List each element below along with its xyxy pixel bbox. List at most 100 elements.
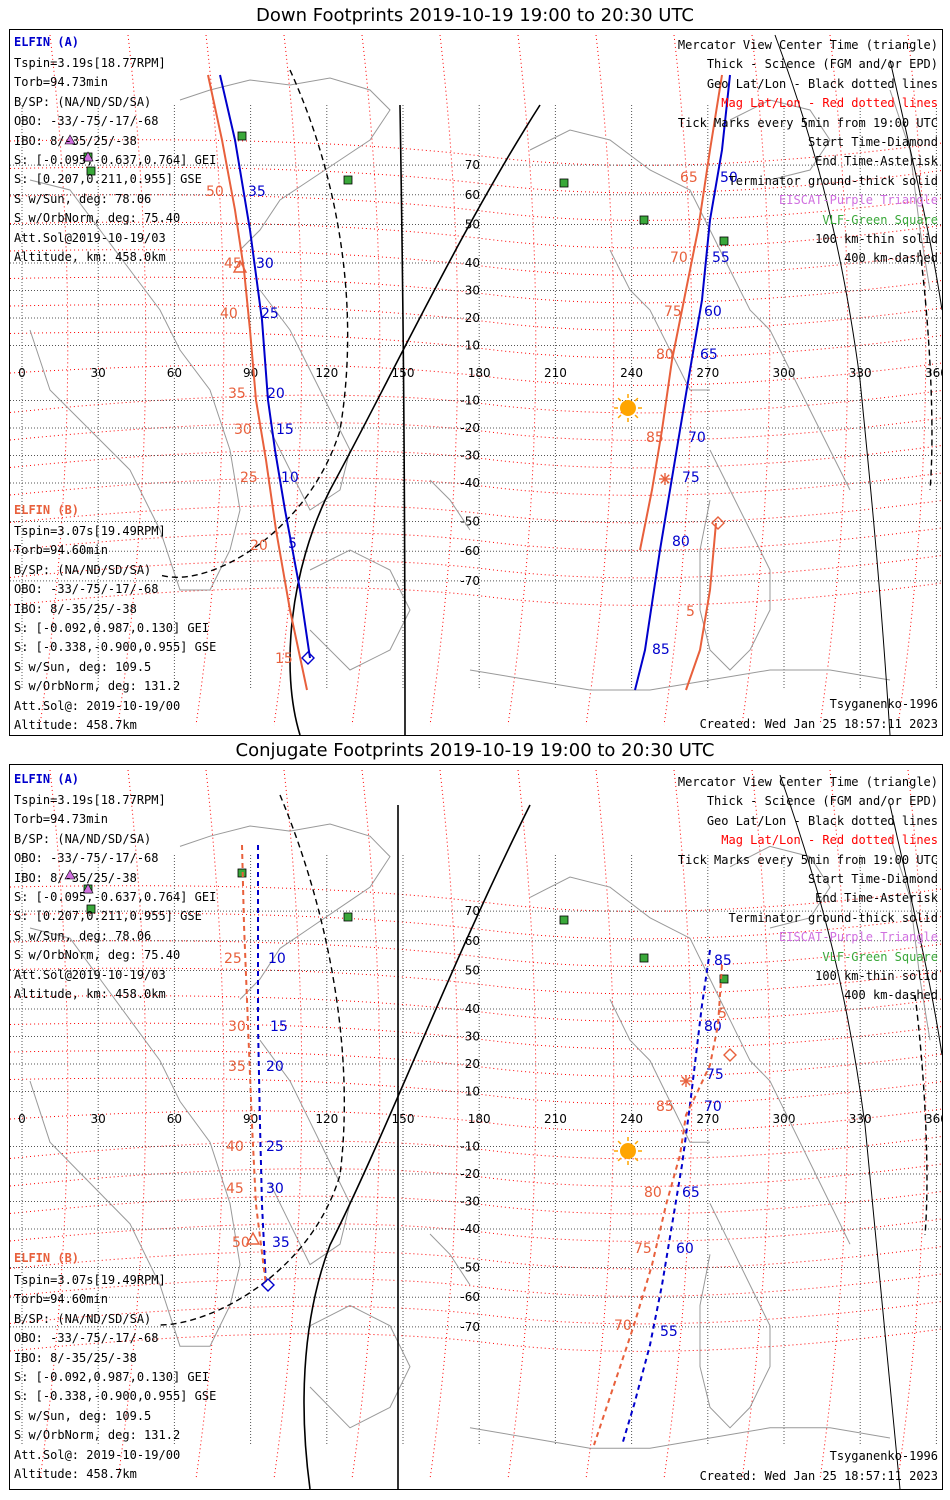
start-diamond-icon (723, 1048, 737, 1062)
lat-tick-label: 50 (465, 964, 480, 978)
elfin-b-line: Altitude: 458.7km (14, 1467, 137, 1482)
elfin-b-line: Torb=94.60min (14, 1292, 108, 1307)
elfin-b-line: Tspin=3.07s[19.49RPM] (14, 1273, 166, 1287)
legend-item: Mercator View Center Time (triangle) (677, 775, 938, 789)
elfin-a-track-pass2 (621, 949, 711, 1446)
lat-tick-label: -10 (460, 1140, 480, 1154)
elfin-b-info: Tspin=3.07s[19.49RPM] Torb=94.60min B/SP… (14, 522, 216, 735)
elfin-a-line: S: [-0.095,-0.637,0.764] GEI (14, 890, 217, 905)
lat-tick-label: -50 (460, 1261, 480, 1275)
track-tick-label: 10 (281, 470, 299, 486)
legend-item: Mag Lat/Lon - Red dotted lines (721, 96, 938, 111)
sun-icon (620, 400, 636, 416)
mag-lat-gridline (10, 1246, 942, 1270)
mag-lat-gridline (10, 417, 942, 441)
legend-item: 100 km-thin solid (815, 232, 938, 247)
vlf-square-icon (559, 178, 569, 188)
mag-lat-gridline (10, 472, 942, 496)
sun-ray (634, 1140, 639, 1145)
track-tick-label: 40 (220, 306, 238, 322)
elfin-b-line: S w/Sun, deg: 109.5 (14, 1408, 152, 1423)
elfin-b-line: Att.Sol@: 2019-10-19/00 (14, 1447, 181, 1462)
track-tick-label: 85 (714, 953, 732, 969)
coastline (309, 1304, 411, 1429)
lat-tick-label: 70 (465, 158, 480, 172)
sun-ray (617, 397, 622, 402)
start-diamond-icon (261, 1278, 275, 1292)
track-tick-label: 40 (226, 1139, 244, 1155)
vlf-square-icon (559, 915, 569, 925)
lon-tick-label: 150 (392, 1112, 415, 1126)
elfin-b-line: Att.Sol@: 2019-10-19/00 (14, 698, 181, 713)
elfin-a-line: Altitude, km: 458.0km (14, 250, 166, 265)
legend-item: 400 km-dashed (844, 988, 938, 1003)
mag-lon-gridline (273, 769, 303, 1480)
lon-tick-label: 300 (773, 1112, 796, 1126)
track-tick-label: 75 (706, 1067, 724, 1083)
track-tick-label: 65 (700, 347, 718, 363)
vlf-square-icon (86, 904, 96, 914)
elfin-b-line: S w/OrbNorm, deg: 131.2 (14, 679, 181, 694)
elfin-a-track-pass2 (634, 74, 731, 691)
mag-lat-gridline (10, 1136, 942, 1160)
sun-ray (634, 1157, 639, 1162)
track-tick-label: 65 (682, 1185, 700, 1201)
legend-item: 400 km-dashed (844, 251, 938, 266)
coastline (529, 876, 851, 1245)
track-tick-label: 60 (676, 1241, 694, 1257)
lon-tick-label: 30 (91, 1112, 106, 1126)
track-tick-label: 80 (672, 534, 690, 550)
mag-lat-gridline (10, 139, 942, 166)
legend-item: Tick Marks every 5min from 19:00 UTC (677, 852, 938, 867)
lat-tick-label: -10 (460, 394, 480, 408)
mag-lat-gridline (10, 390, 942, 414)
track-tick-label: 70 (688, 430, 706, 446)
mag-lon-gridline (429, 769, 459, 1480)
track-tick-label: 75 (664, 304, 682, 320)
track-tick-label: 5 (718, 1006, 727, 1022)
lon-tick-label: 90 (243, 366, 258, 380)
track-tick-label: 45 (226, 1181, 244, 1197)
coastline (699, 449, 771, 671)
view-center-triangle-icon (245, 1231, 261, 1245)
coastline (699, 1203, 771, 1429)
lat-tick-label: 10 (465, 1085, 480, 1099)
terminator-line (303, 804, 531, 1489)
legend: Mercator View Center Time (triangle) Thi… (678, 36, 938, 269)
elfin-b-line: S: [-0.338,-0.900,0.955] GSE (14, 1389, 217, 1404)
track-tick-label: 5 (288, 536, 297, 552)
lat-tick-label: -70 (460, 574, 480, 588)
lat-tick-label: -20 (460, 1167, 480, 1181)
coastline (429, 479, 471, 531)
coastline (469, 1427, 891, 1449)
elfin-a-info: Tspin=3.19s[18.77RPM] Torb=94.73min B/SP… (14, 791, 216, 1004)
track-tick-label: 75 (682, 470, 700, 486)
lon-tick-label: 210 (544, 366, 567, 380)
elfin-b-line: B/SP: (NA/ND/SD/SA) (14, 562, 152, 577)
mag-lat-gridline (10, 331, 942, 359)
coastline (29, 179, 241, 591)
mag-lat-gridline (10, 249, 942, 276)
lat-tick-label: 40 (465, 256, 480, 270)
elfin-a-line: S w/OrbNorm, deg: 75.40 (14, 948, 181, 963)
coastline (609, 999, 710, 1143)
track-tick-label: 30 (266, 1181, 284, 1197)
elfin-b-track-south (685, 522, 717, 691)
track-tick-label: 10 (268, 951, 286, 967)
lon-tick-label: 360 (925, 366, 942, 380)
terminator-line (399, 104, 406, 735)
vlf-square-icon (719, 974, 729, 984)
elfin-a-line: Torb=94.73min (14, 812, 108, 827)
mag-lon-gridline (39, 769, 69, 1480)
elfin-b-line: S w/OrbNorm, deg: 131.2 (14, 1428, 181, 1443)
elfin-b-line: S: [-0.092,0.987,0.130] GEI (14, 1370, 210, 1385)
lat-tick-label: -60 (460, 1290, 480, 1304)
elfin-a-line: Altitude, km: 458.0km (14, 987, 166, 1002)
elfin-a-track (219, 74, 311, 659)
mag-lon-gridline (819, 769, 849, 1480)
vlf-square-icon (343, 175, 353, 185)
elfin-b-track-pass2 (639, 74, 723, 551)
asterisk-stroke (660, 474, 670, 484)
lon-tick-label: 60 (167, 1112, 182, 1126)
mag-lat-gridline (10, 940, 942, 967)
